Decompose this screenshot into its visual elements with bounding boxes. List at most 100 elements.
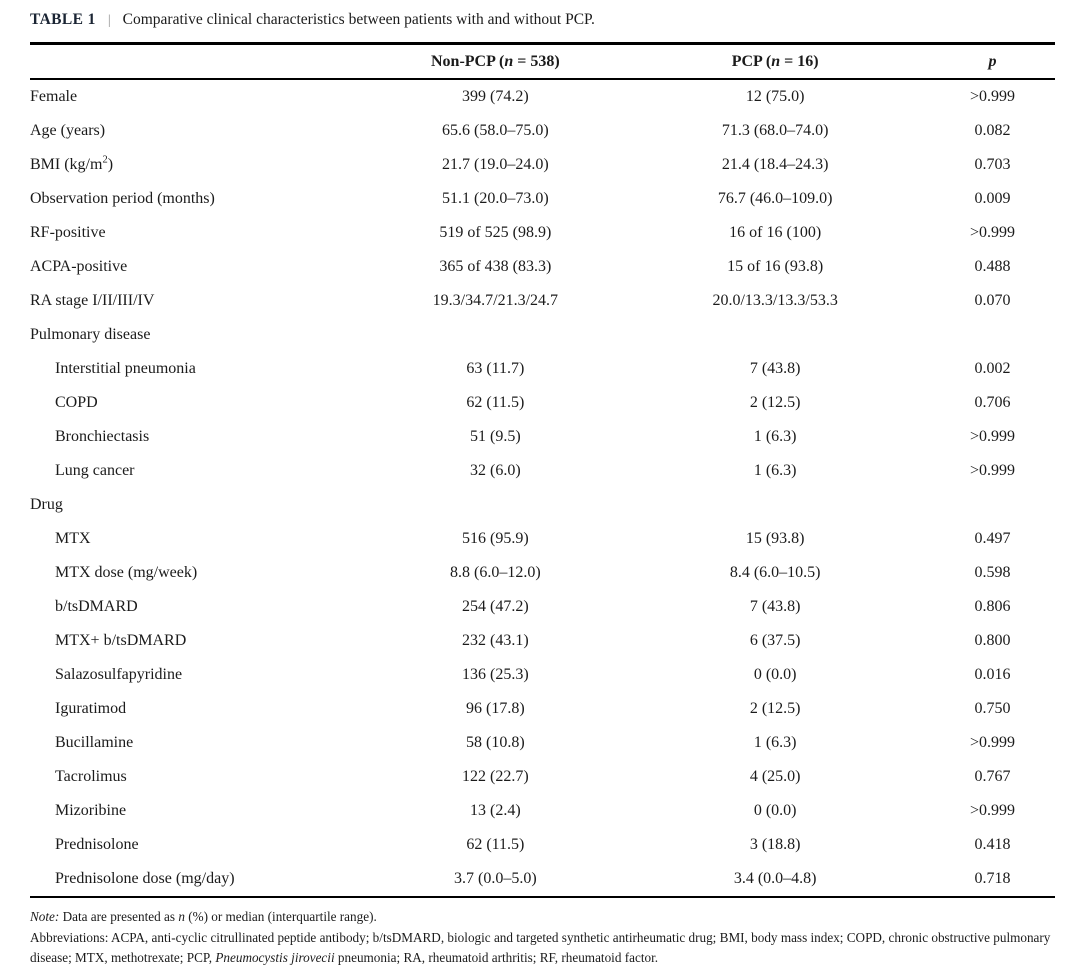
column-header-pcp: PCP (n = 16) (620, 43, 930, 80)
cell-value-p: >0.999 (969, 88, 1015, 105)
table-row: Prednisolone 62 (11.5) 3 (18.8) 0.418 (30, 828, 1055, 862)
row-label: Age (years) (30, 122, 106, 139)
cell-value-p: >0.999 (969, 462, 1015, 479)
row-label: Female (30, 88, 78, 105)
table-row: Age (years) 65.6 (58.0–75.0) 71.3 (68.0–74… (30, 114, 1055, 148)
cell-value-pcp: 2 (12.5) (749, 700, 801, 717)
row-label: Mizoribine (55, 802, 127, 819)
cell-value-p: 0.703 (974, 156, 1011, 173)
cell-value-pcp: 3 (18.8) (749, 836, 801, 853)
table-body: Female 399 (74.2) 12 (75.0) >0.999 Age (year… (30, 79, 1055, 897)
cell-value-non-pcp: 62 (11.5) (466, 394, 525, 411)
row-label: Lung cancer (55, 462, 135, 479)
table-title-row: TABLE 1 | Comparative clinical character… (30, 11, 1055, 29)
cell-value-non-pcp: 58 (10.8) (466, 734, 525, 751)
row-label: Prednisolone dose (mg/day) (55, 870, 235, 887)
section-row: Drug (30, 488, 1055, 522)
cell-value-pcp: 1 (6.3) (753, 428, 797, 445)
row-label: MTX (55, 530, 91, 547)
cell-value-pcp: 7 (43.8) (749, 598, 801, 615)
cell-value-pcp: 0 (0.0) (753, 802, 797, 819)
cell-value-pcp: 71.3 (68.0–74.0) (721, 122, 829, 139)
cell-value-p (930, 318, 1055, 352)
cell-value-non-pcp: 32 (6.0) (470, 462, 521, 479)
table-row: MTX dose (mg/week) 8.8 (6.0–12.0) 8.4 (6.0… (30, 556, 1055, 590)
row-label: Tacrolimus (55, 768, 127, 785)
section-label: Pulmonary disease (30, 326, 151, 343)
title-separator: | (107, 13, 111, 28)
cell-value-pcp: 20.0/13.3/13.3/53.3 (712, 292, 838, 309)
row-label: RF-positive (30, 224, 106, 241)
cell-value-pcp (620, 318, 930, 352)
cell-value-p (930, 488, 1055, 522)
cell-value-p: >0.999 (969, 734, 1015, 751)
cell-value-non-pcp: 365 of 438 (83.3) (439, 258, 552, 275)
cell-value-p: 0.016 (974, 666, 1011, 683)
cell-value-pcp: 15 (93.8) (745, 530, 805, 547)
cell-value-p: 0.070 (974, 292, 1011, 309)
row-label: Prednisolone (55, 836, 139, 853)
section-row: Pulmonary disease (30, 318, 1055, 352)
cell-value-pcp: 6 (37.5) (749, 632, 801, 649)
table-row: Iguratimod 96 (17.8) 2 (12.5) 0.750 (30, 692, 1055, 726)
cell-value-non-pcp: 8.8 (6.0–12.0) (450, 564, 541, 581)
cell-value-non-pcp: 232 (43.1) (462, 632, 529, 649)
cell-value-non-pcp: 13 (2.4) (470, 802, 521, 819)
cell-value-non-pcp: 399 (74.2) (462, 88, 529, 105)
clinical-characteristics-table: Non-PCP (n = 538) PCP (n = 16) p Female 399… (30, 42, 1055, 898)
cell-value-p: 0.497 (974, 530, 1011, 547)
table-row: BMI (kg/m2) 21.7 (19.0–24.0) 21.4 (18.4–24… (30, 148, 1055, 182)
cell-value-p: 0.750 (974, 700, 1011, 717)
table-row: Salazosulfapyridine 136 (25.3) 0 (0.0) 0.01… (30, 658, 1055, 692)
table-row: COPD 62 (11.5) 2 (12.5) 0.706 (30, 386, 1055, 420)
row-label: b/tsDMARD (55, 598, 138, 615)
cell-value-non-pcp: 3.7 (0.0–5.0) (454, 870, 537, 887)
cell-value-pcp (620, 488, 930, 522)
table-row: Interstitial pneumonia 63 (11.7) 7 (43.8) 0… (30, 352, 1055, 386)
row-label: BMI (kg/m2) (30, 154, 114, 173)
cell-value-p: 0.488 (974, 258, 1011, 275)
cell-value-pcp: 2 (12.5) (749, 394, 801, 411)
table-header: Non-PCP (n = 538) PCP (n = 16) p (30, 43, 1055, 80)
header-row: Non-PCP (n = 538) PCP (n = 16) p (30, 43, 1055, 80)
table-number-label: TABLE 1 (30, 11, 96, 28)
row-label: MTX dose (mg/week) (55, 564, 198, 581)
cell-value-p: 0.002 (974, 360, 1011, 377)
table-row: Prednisolone dose (mg/day) 3.7 (0.0–5.0) 3… (30, 862, 1055, 897)
cell-value-p: >0.999 (969, 428, 1015, 445)
section-label: Drug (30, 496, 63, 513)
cell-value-p: 0.800 (974, 632, 1011, 649)
cell-value-non-pcp (370, 318, 620, 352)
cell-value-non-pcp: 63 (11.7) (466, 360, 525, 377)
cell-value-non-pcp: 122 (22.7) (462, 768, 529, 785)
cell-value-non-pcp: 519 of 525 (98.9) (439, 224, 552, 241)
row-label: RA stage I/II/III/IV (30, 292, 155, 309)
note-line: Note: Data are presented as n (%) or med… (30, 909, 377, 924)
table-row: Bronchiectasis 51 (9.5) 1 (6.3) >0.999 (30, 420, 1055, 454)
cell-value-pcp: 76.7 (46.0–109.0) (717, 190, 833, 207)
row-label: Iguratimod (55, 700, 127, 717)
cell-value-non-pcp: 136 (25.3) (462, 666, 529, 683)
table-row: Lung cancer 32 (6.0) 1 (6.3) >0.999 (30, 454, 1055, 488)
cell-value-p: 0.706 (974, 394, 1011, 411)
cell-value-p: 0.082 (974, 122, 1011, 139)
cell-value-pcp: 7 (43.8) (749, 360, 801, 377)
table-row: Observation period (months) 51.1 (20.0–73… (30, 182, 1055, 216)
cell-value-pcp: 1 (6.3) (753, 734, 797, 751)
cell-value-p: >0.999 (969, 802, 1015, 819)
table-row: MTX+ b/tsDMARD 232 (43.1) 6 (37.5) 0.800 (30, 624, 1055, 658)
footnotes: Note: Data are presented as n (%) or med… (30, 907, 1055, 969)
table-row: b/tsDMARD 254 (47.2) 7 (43.8) 0.806 (30, 590, 1055, 624)
cell-value-p: 0.767 (974, 768, 1011, 785)
table-row: Mizoribine 13 (2.4) 0 (0.0) >0.999 (30, 794, 1055, 828)
cell-value-non-pcp: 96 (17.8) (466, 700, 525, 717)
cell-value-pcp: 0 (0.0) (753, 666, 797, 683)
cell-value-p: 0.806 (974, 598, 1011, 615)
cell-value-pcp: 21.4 (18.4–24.3) (721, 156, 829, 173)
cell-value-pcp: 3.4 (0.0–4.8) (733, 870, 817, 887)
cell-value-non-pcp: 65.6 (58.0–75.0) (442, 122, 549, 139)
table-row: RA stage I/II/III/IV 19.3/34.7/21.3/24.7 2… (30, 284, 1055, 318)
cell-value-non-pcp: 51.1 (20.0–73.0) (442, 190, 549, 207)
cell-value-non-pcp: 51 (9.5) (470, 428, 521, 445)
